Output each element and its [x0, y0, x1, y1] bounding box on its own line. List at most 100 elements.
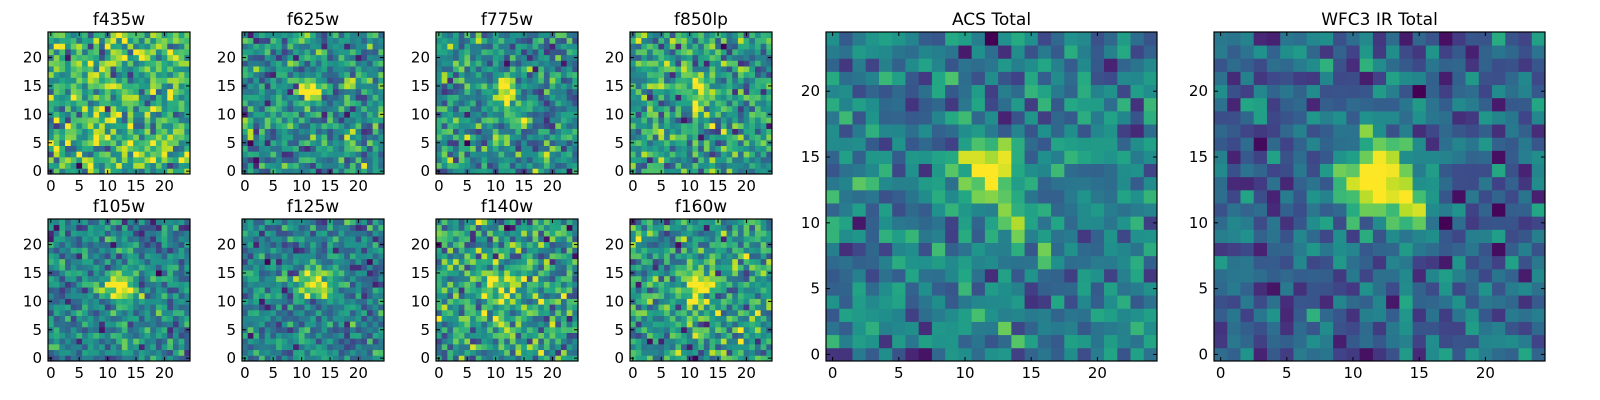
heatmap-cell [441, 37, 448, 44]
heatmap-cell [247, 236, 254, 243]
heatmap-cell [630, 321, 637, 328]
heatmap-cell [138, 117, 145, 124]
heatmap-cell [253, 71, 260, 78]
heatmap-cell [121, 37, 128, 44]
heatmap-cell [70, 43, 77, 50]
heatmap-cell [87, 230, 94, 237]
heatmap-cell [167, 105, 174, 112]
heatmap-cell [247, 219, 254, 226]
heatmap-cell [681, 60, 688, 67]
heatmap-cell [675, 105, 682, 112]
heatmap-cell [372, 338, 379, 345]
heatmap-cell [298, 151, 305, 158]
heatmap-cell [121, 315, 128, 322]
heatmap-cell [338, 83, 345, 90]
heatmap-cell [647, 88, 654, 95]
heatmap-cell [276, 71, 283, 78]
heatmap-cell [441, 281, 448, 288]
heatmap-cell [82, 298, 89, 305]
heatmap-cell [59, 168, 66, 175]
heatmap-cell [298, 117, 305, 124]
heatmap-cell [692, 111, 699, 118]
heatmap-cell [715, 71, 722, 78]
heatmap-cell [675, 94, 682, 101]
heatmap-cell [692, 122, 699, 129]
heatmap-cell [572, 156, 579, 164]
heatmap-cell [287, 298, 294, 305]
heatmap-cell [321, 66, 328, 73]
heatmap-cell [669, 71, 676, 78]
heatmap-cell [304, 145, 311, 152]
heatmap-cell [264, 139, 271, 146]
heatmap-cell [372, 332, 379, 339]
heatmap-cell [492, 349, 499, 356]
heatmap-cell [76, 111, 83, 118]
heatmap-cell [532, 54, 539, 61]
heatmap-cell [492, 309, 499, 316]
heatmap-cell [658, 122, 665, 129]
heatmap-cell [498, 321, 505, 328]
heatmap-cell [504, 37, 511, 44]
heatmap-cell [453, 309, 460, 316]
heatmap-cell [475, 230, 482, 237]
heatmap-cell [138, 224, 145, 231]
heatmap-cell [509, 338, 516, 345]
heatmap-cell [378, 145, 385, 152]
heatmap-cell [276, 224, 283, 231]
heatmap-cell [361, 66, 368, 73]
heatmap-cell [116, 168, 123, 175]
heatmap-cell [630, 162, 637, 169]
heatmap-cell [87, 281, 94, 288]
heatmap-cell [692, 326, 699, 333]
heatmap-cell [521, 275, 528, 282]
heatmap-cell [441, 332, 448, 339]
heatmap-cell [447, 264, 454, 271]
heatmap-cell [76, 275, 83, 282]
heatmap-cell [178, 134, 185, 141]
heatmap-cell [715, 77, 722, 84]
heatmap-cell [737, 139, 744, 146]
heatmap-cell [172, 224, 180, 231]
heatmap-cell [298, 77, 305, 84]
heatmap-cell [555, 270, 562, 277]
heatmap-cell [121, 258, 128, 265]
heatmap-cell [641, 43, 648, 50]
heatmap-cell [726, 122, 733, 129]
heatmap-cell [110, 88, 117, 95]
heatmap-cell [766, 287, 773, 294]
heatmap-cell [749, 349, 756, 356]
heatmap-cell [436, 230, 443, 237]
heatmap-cell [549, 258, 556, 265]
heatmap-cell [344, 128, 351, 135]
heatmap-cell [304, 139, 311, 146]
heatmap-cell [453, 162, 460, 169]
heatmap-cell [447, 139, 454, 146]
heatmap-cell [555, 264, 562, 271]
heatmap-cell [138, 37, 145, 44]
heatmap-cell [281, 139, 288, 146]
heatmap-cell [349, 292, 356, 299]
heatmap-cell [315, 88, 322, 95]
heatmap-cell [669, 54, 676, 61]
heatmap-cell [242, 292, 249, 299]
heatmap-cell [247, 287, 254, 294]
heatmap-cell [355, 111, 362, 118]
heatmap-cell [82, 332, 89, 339]
heatmap-cell [749, 281, 756, 288]
heatmap-cell [543, 43, 550, 50]
heatmap-cell [378, 94, 385, 101]
heatmap-cell [53, 355, 60, 362]
heatmap-cell [732, 304, 739, 311]
heatmap-cell [481, 60, 488, 67]
heatmap-cell [178, 326, 185, 333]
heatmap-cell [681, 83, 688, 90]
heatmap-cell [515, 83, 522, 90]
heatmap-cell [681, 349, 688, 356]
heatmap-cell [138, 77, 145, 84]
heatmap-cell [543, 309, 550, 316]
heatmap-cell [647, 117, 654, 124]
heatmap-cell [372, 37, 379, 44]
heatmap-cell [698, 332, 705, 339]
heatmap-cell [504, 230, 511, 237]
heatmap-cell [338, 241, 345, 248]
